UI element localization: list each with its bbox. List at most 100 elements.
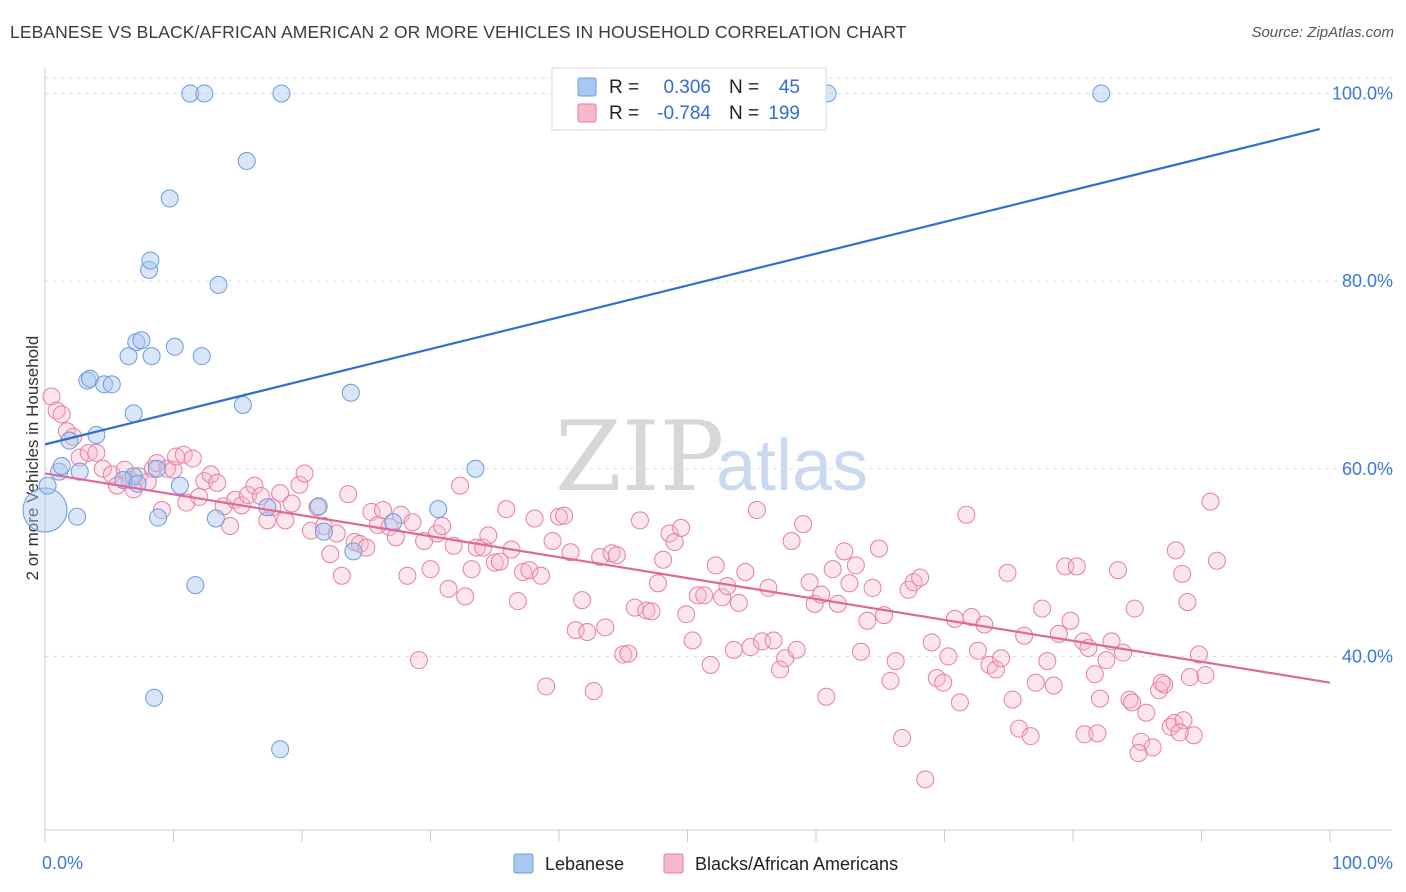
data-point-blacks <box>221 517 240 535</box>
data-point-blacks <box>508 592 527 611</box>
data-point-blacks <box>688 586 707 605</box>
data-point-blacks <box>835 542 854 561</box>
data-point-blacks <box>208 473 227 492</box>
data-point-blacks <box>1184 726 1203 745</box>
data-point-blacks <box>729 593 748 612</box>
data-point-blacks <box>174 445 193 464</box>
data-point-blacks <box>332 566 351 585</box>
data-point-lebanese <box>237 152 256 171</box>
data-point-lebanese <box>429 500 448 519</box>
data-point-blacks <box>950 693 969 712</box>
data-point-blacks <box>607 546 626 565</box>
data-point-blacks <box>1155 675 1174 694</box>
data-point-blacks <box>1173 564 1192 583</box>
legend-swatch-lebanese <box>577 77 597 97</box>
data-point-blacks <box>654 550 673 569</box>
data-point-lebanese <box>466 459 485 478</box>
data-point-blacks <box>451 476 470 495</box>
data-point-lebanese <box>141 251 160 270</box>
data-point-blacks <box>321 545 340 564</box>
data-point-blacks <box>490 552 509 571</box>
correlation-legend: R = 0.306 N = 45 R = -0.784 N = 199 <box>551 67 827 131</box>
data-point-blacks <box>625 598 644 617</box>
data-point-blacks <box>1114 643 1133 662</box>
data-point-blacks <box>747 501 766 520</box>
data-point-lebanese <box>124 404 143 423</box>
data-point-blacks <box>566 621 585 640</box>
y-tick-label: 80.0% <box>1342 271 1393 291</box>
data-point-blacks <box>485 553 504 572</box>
data-point-lebanese <box>95 375 114 394</box>
data-point-blacks <box>183 449 202 468</box>
data-point-blacks <box>362 502 381 521</box>
series-legend-label-lebanese: Lebanese <box>545 854 624 874</box>
data-point-blacks <box>398 566 417 585</box>
data-point-blacks <box>800 573 819 592</box>
legend-r-label-lebanese: R = <box>609 77 639 98</box>
data-point-blacks <box>282 494 301 513</box>
data-point-blacks <box>439 579 458 598</box>
data-point-blacks <box>869 539 888 558</box>
data-point-blacks <box>1090 689 1109 708</box>
x-tick-label: 100.0% <box>1332 853 1393 873</box>
trendline-blacks <box>44 472 1331 684</box>
data-point-blacks <box>1196 666 1215 685</box>
data-point-blacks <box>520 561 539 580</box>
data-point-blacks <box>271 484 290 503</box>
data-point-blacks <box>1201 492 1220 511</box>
data-point-blacks <box>642 602 661 621</box>
series-legend-swatch-lebanese <box>513 853 534 874</box>
data-point-blacks <box>945 609 964 628</box>
data-point-blacks <box>409 651 428 670</box>
data-point-blacks <box>637 601 656 620</box>
data-point-lebanese <box>102 375 121 394</box>
y-axis-label: 2 or more Vehicles in Household <box>23 336 42 581</box>
data-point-blacks <box>514 562 533 581</box>
data-point-blacks <box>695 586 714 605</box>
data-point-blacks <box>573 591 592 610</box>
data-point-lebanese <box>271 740 290 759</box>
data-point-blacks <box>532 566 551 585</box>
legend-swatch-blacks <box>577 103 597 123</box>
data-point-blacks <box>1088 724 1107 743</box>
legend-n-label-blacks: N = <box>729 103 759 124</box>
data-point-blacks <box>1132 732 1151 751</box>
data-point-blacks <box>858 611 877 630</box>
data-point-blacks <box>713 588 732 607</box>
trendlines <box>44 128 1331 684</box>
data-point-blacks <box>724 640 743 659</box>
data-point-blacks <box>1120 690 1139 709</box>
legend-r-label-blacks: R = <box>609 103 639 124</box>
data-point-blacks <box>1021 727 1040 746</box>
data-point-blacks <box>87 443 106 462</box>
data-point-blacks <box>1085 665 1104 684</box>
data-point-blacks <box>771 660 790 679</box>
data-point-blacks <box>1180 668 1199 687</box>
data-point-blacks <box>1097 651 1116 670</box>
data-point-blacks <box>1174 711 1193 730</box>
data-point-blacks <box>614 645 633 664</box>
data-point-blacks <box>70 448 89 467</box>
data-point-blacks <box>550 507 568 526</box>
data-point-blacks <box>1067 557 1086 576</box>
data-point-lebanese <box>160 189 179 208</box>
data-point-blacks <box>403 513 422 532</box>
data-point-lebanese <box>119 347 138 366</box>
data-point-blacks <box>992 649 1011 668</box>
data-point-blacks <box>251 486 270 505</box>
legend-box <box>551 67 827 131</box>
data-point-blacks <box>1033 599 1052 618</box>
series-legend-label-blacks: Blacks/African Americans <box>695 854 898 874</box>
data-point-blacks <box>677 605 696 624</box>
data-point-blacks <box>893 729 912 748</box>
data-point-lebanese <box>114 471 133 490</box>
data-point-lebanese <box>341 383 360 402</box>
y-tick-label: 40.0% <box>1342 646 1393 666</box>
data-point-blacks <box>881 671 900 690</box>
data-point-lebanese <box>80 369 99 388</box>
data-point-blacks <box>433 517 452 535</box>
data-point-blacks <box>968 641 987 660</box>
data-point-blacks <box>1166 541 1185 560</box>
data-point-blacks <box>672 518 691 537</box>
